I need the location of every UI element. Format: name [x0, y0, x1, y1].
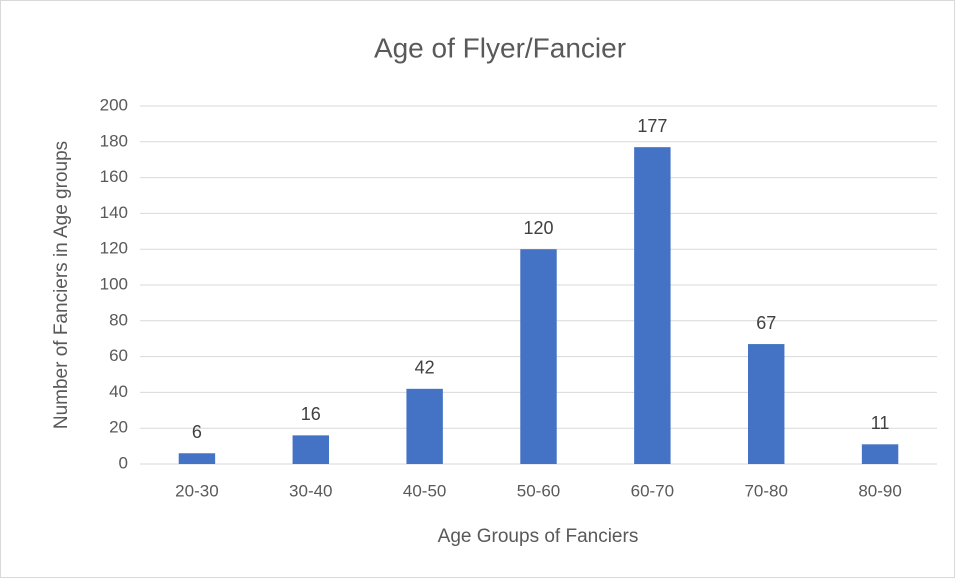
- y-tick-label: 80: [109, 310, 128, 329]
- data-label: 177: [637, 116, 667, 136]
- y-tick-label: 180: [100, 131, 128, 150]
- data-label: 120: [523, 218, 553, 238]
- x-tick-label: 40-50: [403, 481, 446, 500]
- y-tick-label: 160: [100, 167, 128, 186]
- data-label: 16: [301, 404, 321, 424]
- data-label: 67: [756, 313, 776, 333]
- bar: [634, 147, 671, 465]
- x-tick-label: 30-40: [289, 481, 332, 500]
- x-tick-label: 50-60: [517, 481, 560, 500]
- data-label: 11: [871, 413, 890, 433]
- y-tick-label: 100: [100, 274, 128, 293]
- bar: [520, 249, 557, 464]
- bar: [292, 435, 330, 464]
- y-tick-label: 0: [119, 453, 128, 472]
- y-tick-label: 200: [100, 95, 128, 114]
- y-tick-label: 140: [100, 203, 128, 222]
- x-tick-label: 60-70: [631, 481, 674, 500]
- bar: [178, 453, 216, 464]
- y-axis-title: Number of Fanciers in Age groups: [51, 141, 72, 429]
- data-label: 42: [415, 358, 435, 378]
- y-tick-label: 40: [109, 382, 128, 401]
- chart-title: Age of Flyer/Fancier: [374, 32, 626, 63]
- bar: [861, 444, 899, 464]
- x-tick-label: 20-30: [175, 481, 218, 500]
- y-tick-label: 20: [109, 418, 128, 437]
- x-tick-label: 70-80: [744, 481, 787, 500]
- y-tick-label: 60: [109, 346, 128, 365]
- data-label: 6: [192, 422, 202, 442]
- bar: [747, 344, 785, 464]
- x-axis-title: Age Groups of Fanciers: [438, 526, 639, 547]
- y-tick-label: 120: [100, 239, 128, 258]
- x-tick-label: 80-90: [858, 481, 901, 500]
- bar: [406, 388, 443, 464]
